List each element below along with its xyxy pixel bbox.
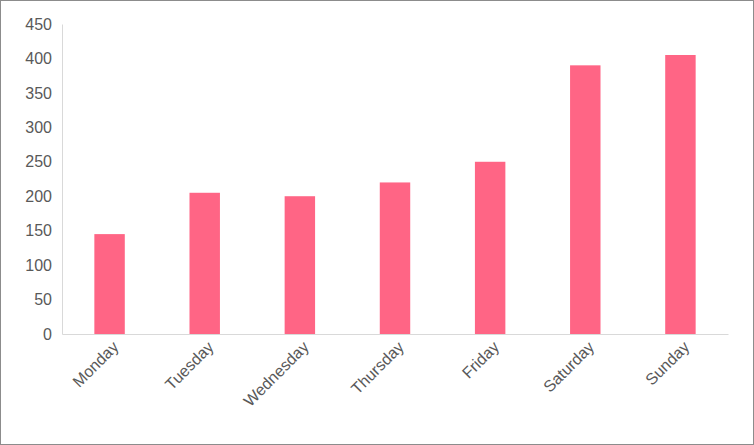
bar: [189, 193, 219, 334]
x-tick: Wednesday: [240, 334, 312, 410]
bar: [285, 196, 315, 334]
x-tick: Saturday: [540, 334, 597, 395]
y-tick: 300: [25, 119, 62, 136]
plot: 0 50 100 150 200 250 300 350 400 450 Monday Tuesday…: [25, 16, 728, 410]
x-tick-label: Thursday: [348, 338, 407, 397]
x-tick-label: Saturday: [540, 338, 597, 395]
y-tick-label: 350: [25, 85, 52, 102]
bars: [94, 55, 695, 334]
y-tick: 450: [25, 16, 62, 33]
y-tick: 250: [25, 153, 62, 170]
y-tick-label: 100: [25, 257, 52, 274]
y-tick: 100: [25, 257, 62, 274]
bar: [94, 234, 124, 334]
x-tick-label: Monday: [69, 338, 121, 390]
x-axis-line: [63, 334, 729, 335]
x-tick: Sunday: [642, 334, 692, 388]
x-tick-label: Sunday: [642, 338, 692, 388]
y-tick-label: 300: [25, 119, 52, 136]
bar: [475, 162, 505, 334]
y-axis: 0 50 100 150 200 250 300 350 400 450: [25, 16, 62, 343]
y-tick-label: 0: [43, 326, 52, 343]
y-tick: 0: [43, 326, 62, 343]
x-tick: Friday: [459, 334, 502, 382]
y-tick: 50: [34, 291, 62, 308]
y-tick-label: 450: [25, 16, 52, 33]
y-tick-label: 50: [34, 291, 52, 308]
bar: [570, 65, 600, 334]
y-tick: 150: [25, 222, 62, 239]
y-tick-label: 400: [25, 50, 52, 67]
y-axis-line: [62, 25, 63, 335]
y-tick: 400: [25, 50, 62, 67]
y-tick: 200: [25, 188, 62, 205]
chart-border: [1, 1, 754, 445]
x-tick-label: Wednesday: [240, 338, 312, 410]
chart: 0 50 100 150 200 250 300 350 400 450 Monday Tuesday…: [0, 0, 754, 445]
x-tick-label: Tuesday: [162, 338, 217, 393]
y-tick: 350: [25, 85, 62, 102]
x-tick-label: Friday: [459, 338, 502, 381]
y-tick-label: 150: [25, 222, 52, 239]
x-tick: Monday: [69, 334, 121, 390]
y-tick-label: 250: [25, 153, 52, 170]
bar: [380, 182, 410, 334]
bar: [665, 55, 695, 334]
x-axis: Monday Tuesday Wednesday Thursday Friday Satu…: [63, 334, 729, 410]
y-tick-label: 200: [25, 188, 52, 205]
x-tick: Tuesday: [162, 334, 217, 393]
x-tick: Thursday: [348, 334, 407, 397]
